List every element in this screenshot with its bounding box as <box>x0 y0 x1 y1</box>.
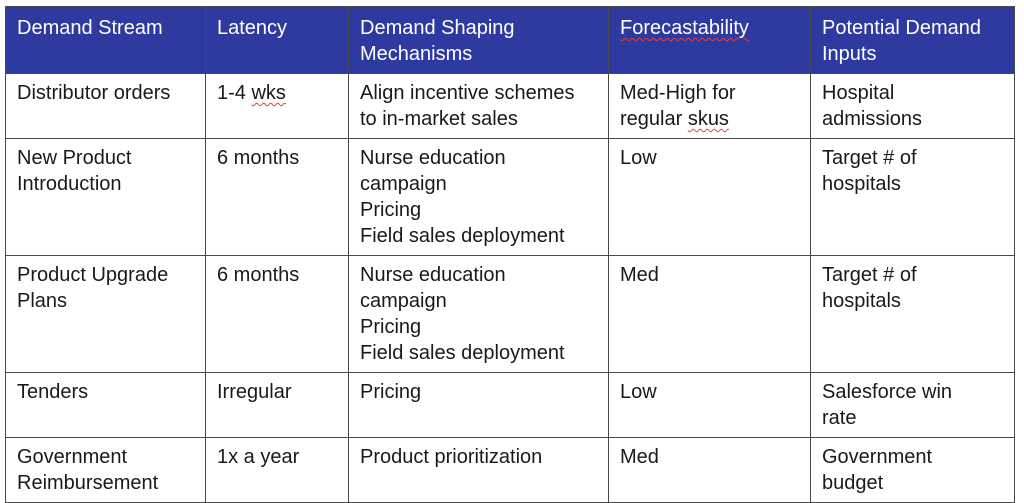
cell-forecastability: Med-High for regular skus <box>608 73 811 139</box>
table-row: Government Reimbursement 1x a year Produ… <box>5 437 1015 503</box>
cell-inputs: Government budget <box>810 437 1015 503</box>
cell-demand-stream: Tenders <box>5 372 206 438</box>
latency-text: 1-4 wks <box>217 82 286 104</box>
table-row: Tenders Irregular Pricing Low Salesforce… <box>5 372 1015 438</box>
header-potential-demand-inputs: Potential Demand Inputs <box>810 6 1015 74</box>
demand-stream-table: Demand Stream Latency Demand Shaping Mec… <box>5 6 1015 503</box>
cell-inputs: Target # of hospitals <box>810 138 1015 256</box>
cell-demand-stream: New Product Introduction <box>5 138 206 256</box>
header-demand-stream: Demand Stream <box>5 6 206 74</box>
header-latency: Latency <box>205 6 349 74</box>
cell-latency: 6 months <box>205 255 349 373</box>
spellcheck-word: skus <box>687 108 729 130</box>
demand-table-container: Demand Stream Latency Demand Shaping Mec… <box>5 6 1015 503</box>
cell-mechanisms: Nurse education campaign Pricing Field s… <box>348 255 609 373</box>
cell-mechanisms: Nurse education campaign Pricing Field s… <box>348 138 609 256</box>
cell-forecastability: Low <box>608 138 811 256</box>
cell-latency: Irregular <box>205 372 349 438</box>
header-demand-shaping-mechanisms: Demand Shaping Mechanisms <box>348 6 609 74</box>
header-forecastability: Forecastability <box>608 6 811 74</box>
cell-inputs: Salesforce win rate <box>810 372 1015 438</box>
cell-demand-stream: Government Reimbursement <box>5 437 206 503</box>
cell-forecastability: Low <box>608 372 811 438</box>
cell-latency: 1x a year <box>205 437 349 503</box>
cell-inputs: Hospital admissions <box>810 73 1015 139</box>
cell-demand-stream: Product Upgrade Plans <box>5 255 206 373</box>
spellcheck-word: wks <box>251 82 286 104</box>
cell-forecastability: Med <box>608 255 811 373</box>
cell-latency: 6 months <box>205 138 349 256</box>
table-row: Product Upgrade Plans 6 months Nurse edu… <box>5 255 1015 373</box>
cell-mechanisms: Product prioritization <box>348 437 609 503</box>
header-row: Demand Stream Latency Demand Shaping Mec… <box>5 6 1015 74</box>
cell-latency: 1-4 wks <box>205 73 349 139</box>
cell-forecastability: Med <box>608 437 811 503</box>
cell-inputs: Target # of hospitals <box>810 255 1015 373</box>
table-row: New Product Introduction 6 months Nurse … <box>5 138 1015 256</box>
cell-mechanisms: Pricing <box>348 372 609 438</box>
cell-demand-stream: Distributor orders <box>5 73 206 139</box>
table-row: Distributor orders 1-4 wks Align incenti… <box>5 73 1015 139</box>
cell-mechanisms: Align incentive schemes to in-market sal… <box>348 73 609 139</box>
